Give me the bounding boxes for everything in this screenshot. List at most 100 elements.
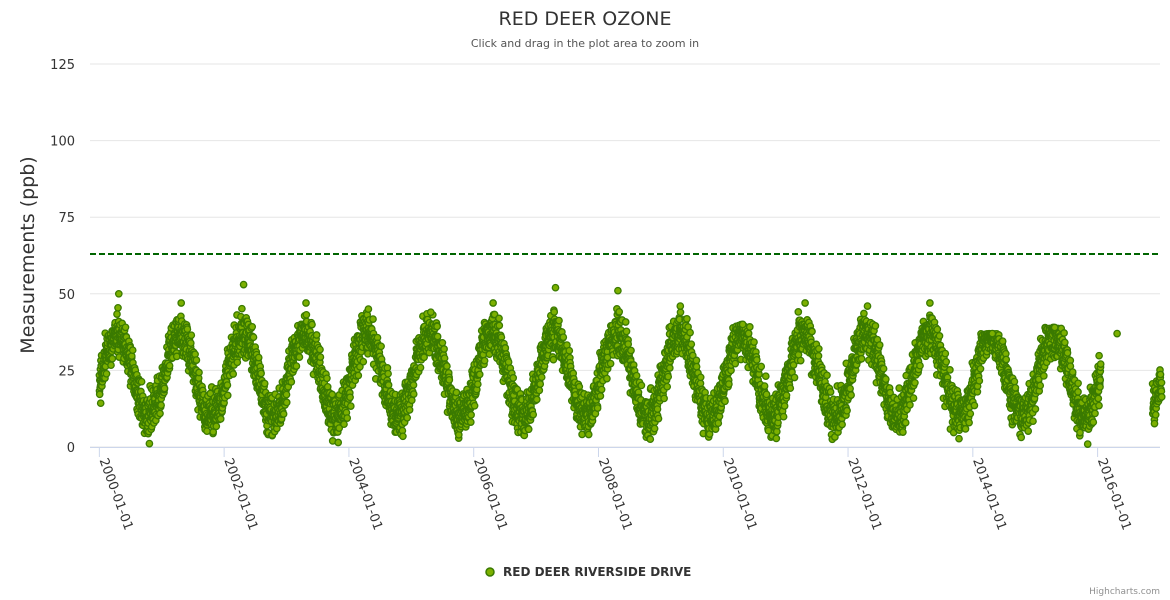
data-point[interactable] xyxy=(323,382,332,391)
data-point[interactable] xyxy=(871,322,880,330)
data-point[interactable] xyxy=(808,327,816,336)
data-point[interactable] xyxy=(475,370,484,379)
data-point[interactable] xyxy=(909,394,918,402)
data-point[interactable] xyxy=(847,391,855,399)
data-point[interactable] xyxy=(875,341,884,349)
data-point[interactable] xyxy=(532,395,541,404)
data-point[interactable] xyxy=(857,354,866,363)
data-point[interactable] xyxy=(846,384,854,393)
data-point[interactable] xyxy=(187,331,196,340)
data-point[interactable] xyxy=(646,435,655,444)
data-point[interactable] xyxy=(229,370,238,378)
data-point[interactable] xyxy=(881,375,890,384)
data-point[interactable] xyxy=(473,380,482,389)
data-point[interactable] xyxy=(509,374,518,382)
data-point[interactable] xyxy=(725,380,733,388)
data-point[interactable] xyxy=(279,410,288,418)
data-point[interactable] xyxy=(745,323,754,331)
data-point[interactable] xyxy=(102,369,111,378)
data-point[interactable] xyxy=(911,378,919,387)
data-point[interactable] xyxy=(238,304,246,313)
data-point[interactable] xyxy=(653,405,662,413)
data-point[interactable] xyxy=(399,432,407,441)
data-point[interactable] xyxy=(744,329,753,338)
data-point[interactable] xyxy=(405,406,414,414)
data-point[interactable] xyxy=(660,394,668,403)
data-point[interactable] xyxy=(346,393,354,402)
data-point[interactable] xyxy=(650,424,659,433)
data-point[interactable] xyxy=(796,356,805,365)
data-point[interactable] xyxy=(772,434,781,443)
data-point[interactable] xyxy=(248,322,257,331)
data-point[interactable] xyxy=(535,386,544,395)
data-point[interactable] xyxy=(369,315,377,323)
data-point[interactable] xyxy=(676,308,685,317)
data-point[interactable] xyxy=(316,353,325,361)
data-point[interactable] xyxy=(654,414,663,423)
data-point[interactable] xyxy=(216,415,225,423)
data-point[interactable] xyxy=(790,373,799,382)
data-point[interactable] xyxy=(466,418,475,426)
data-point[interactable] xyxy=(113,310,121,318)
data-point[interactable] xyxy=(637,381,646,390)
data-point[interactable] xyxy=(157,401,165,410)
data-point[interactable] xyxy=(721,397,729,406)
data-point[interactable] xyxy=(941,349,950,358)
data-point[interactable] xyxy=(186,339,195,347)
data-point[interactable] xyxy=(223,381,232,389)
data-point[interactable] xyxy=(665,364,674,372)
data-point[interactable] xyxy=(782,391,791,400)
data-point[interactable] xyxy=(916,361,924,370)
data-point[interactable] xyxy=(899,428,907,436)
data-point[interactable] xyxy=(615,307,624,316)
data-point[interactable] xyxy=(942,357,951,366)
data-point[interactable] xyxy=(603,374,611,383)
data-point[interactable] xyxy=(145,439,154,448)
data-point[interactable] xyxy=(550,308,559,316)
data-point[interactable] xyxy=(295,353,304,361)
data-point[interactable] xyxy=(524,425,533,434)
data-point[interactable] xyxy=(501,344,510,352)
data-point[interactable] xyxy=(933,325,942,334)
data-point[interactable] xyxy=(183,325,192,334)
data-point[interactable] xyxy=(752,356,761,364)
data-point[interactable] xyxy=(316,345,324,354)
data-point[interactable] xyxy=(537,373,546,382)
data-point[interactable] xyxy=(384,381,393,389)
data-point[interactable] xyxy=(696,373,705,382)
data-point[interactable] xyxy=(440,345,448,353)
data-point[interactable] xyxy=(480,356,489,365)
data-point[interactable] xyxy=(121,323,130,332)
data-point[interactable] xyxy=(794,308,803,316)
data-point[interactable] xyxy=(409,381,418,389)
data-point[interactable] xyxy=(621,318,630,326)
data-point[interactable] xyxy=(838,420,846,429)
data-point[interactable] xyxy=(403,413,412,422)
data-point[interactable] xyxy=(354,371,363,380)
data-point[interactable] xyxy=(895,384,904,392)
data-point[interactable] xyxy=(407,396,416,405)
data-point[interactable] xyxy=(443,362,451,371)
data-point[interactable] xyxy=(935,332,944,340)
data-point[interactable] xyxy=(692,362,701,371)
data-point[interactable] xyxy=(761,372,770,381)
data-point[interactable] xyxy=(750,338,758,346)
data-point[interactable] xyxy=(606,359,615,368)
data-point[interactable] xyxy=(287,378,296,386)
data-point[interactable] xyxy=(346,402,355,410)
data-point[interactable] xyxy=(565,346,574,355)
data-point[interactable] xyxy=(359,357,368,366)
data-point[interactable] xyxy=(323,374,331,383)
data-point[interactable] xyxy=(438,338,447,347)
data-point[interactable] xyxy=(536,380,545,388)
data-point[interactable] xyxy=(826,388,835,396)
data-point[interactable] xyxy=(114,303,122,312)
data-point[interactable] xyxy=(814,352,823,360)
data-point[interactable] xyxy=(843,406,851,415)
data-point[interactable] xyxy=(504,358,513,366)
data-point[interactable] xyxy=(779,412,788,421)
data-point[interactable] xyxy=(664,372,673,381)
data-point[interactable] xyxy=(433,322,441,331)
data-point[interactable] xyxy=(627,346,635,355)
